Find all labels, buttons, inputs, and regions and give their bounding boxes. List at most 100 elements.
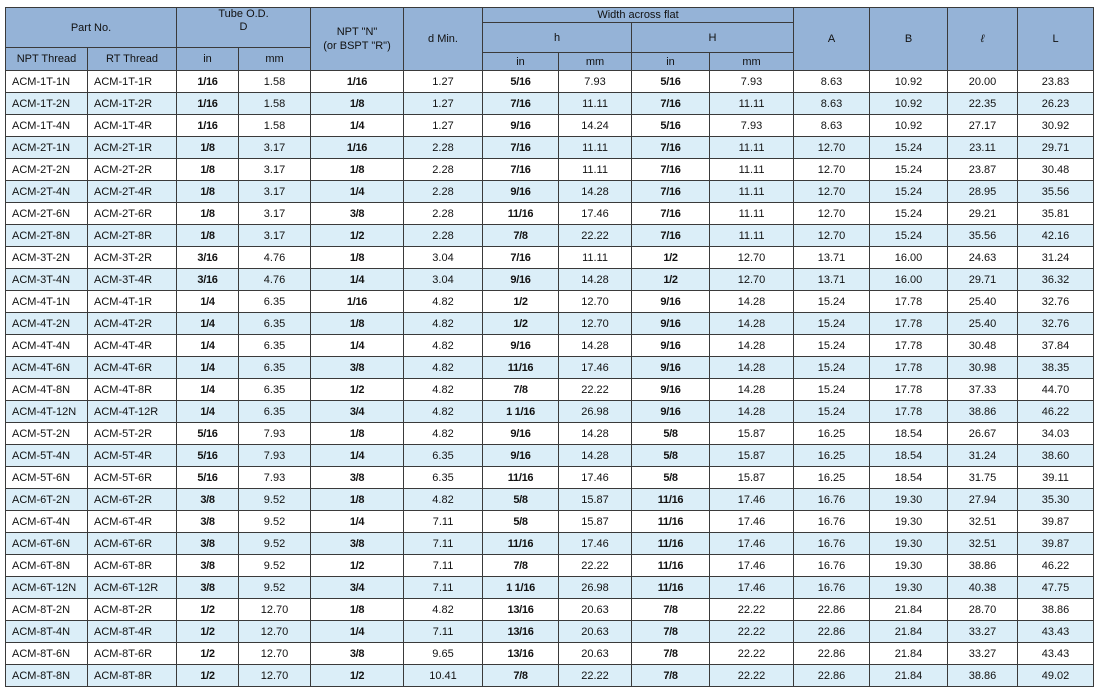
cell-npt_thread: ACM-5T-4N: [5, 444, 88, 467]
cell-npt_thread: ACM-2T-1N: [5, 136, 88, 159]
cell-A: 15.24: [793, 378, 871, 401]
cell-h_mm: 26.98: [558, 400, 633, 423]
cell-h_mm: 17.46: [558, 532, 633, 555]
cell-npt_n: 1/8: [310, 422, 405, 445]
cell-h_in: 7/16: [482, 246, 560, 269]
cell-A: 12.70: [793, 136, 871, 159]
cell-d_min: 4.82: [403, 598, 484, 621]
cell-tube_mm: 7.93: [238, 466, 312, 489]
cell-d_min: 4.82: [403, 422, 484, 445]
cell-H_in: 5/8: [631, 444, 711, 467]
cell-H_mm: 14.28: [709, 334, 795, 357]
cell-npt_thread: ACM-8T-8N: [5, 664, 88, 687]
header-a: A: [793, 7, 871, 71]
cell-B: 15.24: [869, 158, 949, 181]
cell-B: 17.78: [869, 400, 949, 423]
cell-B: 21.84: [869, 664, 949, 687]
cell-d_min: 4.82: [403, 312, 484, 335]
cell-L: 35.81: [1017, 202, 1095, 225]
cell-d_min: 7.11: [403, 554, 484, 577]
table-row: ACM-8T-6N ACM-8T-6R 1/2 12.70 3/8 9.65 13/16 20…: [5, 642, 1095, 665]
cell-npt_thread: ACM-2T-6N: [5, 202, 88, 225]
cell-npt_n: 1/2: [310, 664, 405, 687]
cell-h_mm: 17.46: [558, 466, 633, 489]
cell-tube_in: 1/8: [176, 136, 240, 159]
cell-tube_in: 1/8: [176, 180, 240, 203]
cell-tube_mm: 9.52: [238, 488, 312, 511]
cell-L: 44.70: [1017, 378, 1095, 401]
cell-tube_mm: 3.17: [238, 180, 312, 203]
cell-h_in: 9/16: [482, 268, 560, 291]
cell-ell: 25.40: [947, 290, 1019, 313]
cell-ell: 23.87: [947, 158, 1019, 181]
cell-d_min: 4.82: [403, 334, 484, 357]
cell-tube_in: 1/4: [176, 312, 240, 335]
cell-ell: 32.51: [947, 510, 1019, 533]
cell-H_in: 9/16: [631, 400, 711, 423]
cell-rt_thread: ACM-1T-2R: [86, 92, 178, 115]
cell-h_mm: 11.11: [558, 158, 633, 181]
cell-L: 37.84: [1017, 334, 1095, 357]
table-row: ACM-1T-1N ACM-1T-1R 1/16 1.58 1/16 1.27 5/16 7.…: [5, 70, 1095, 93]
cell-d_min: 3.04: [403, 268, 484, 291]
header-npt-n: NPT "N" (or BSPT "R"): [310, 7, 405, 71]
cell-ell: 30.48: [947, 334, 1019, 357]
cell-tube_in: 1/2: [176, 664, 240, 687]
cell-ell: 38.86: [947, 664, 1019, 687]
cell-h_in: 1/2: [482, 290, 560, 313]
table-row: ACM-2T-1N ACM-2T-1R 1/8 3.17 1/16 2.28 7/16 11.…: [5, 136, 1095, 159]
cell-npt_n: 1/8: [310, 488, 405, 511]
cell-A: 12.70: [793, 224, 871, 247]
header-h-large: H: [631, 22, 795, 53]
header-bspt-r-label: (or BSPT "R"): [323, 40, 391, 52]
cell-rt_thread: ACM-3T-4R: [86, 268, 178, 291]
cell-h_in: 7/16: [482, 92, 560, 115]
table-row: ACM-4T-6N ACM-4T-6R 1/4 6.35 3/8 4.82 11/16 17.…: [5, 356, 1095, 379]
cell-h_mm: 12.70: [558, 312, 633, 335]
header-b: B: [869, 7, 949, 71]
cell-h_mm: 15.87: [558, 488, 633, 511]
cell-A: 15.24: [793, 356, 871, 379]
cell-tube_in: 5/16: [176, 422, 240, 445]
cell-ell: 27.94: [947, 488, 1019, 511]
cell-B: 18.54: [869, 444, 949, 467]
cell-ell: 37.33: [947, 378, 1019, 401]
cell-rt_thread: ACM-2T-6R: [86, 202, 178, 225]
cell-npt_n: 1/8: [310, 246, 405, 269]
cell-B: 10.92: [869, 114, 949, 137]
cell-h_in: 13/16: [482, 620, 560, 643]
cell-ell: 28.95: [947, 180, 1019, 203]
table-row: ACM-4T-4N ACM-4T-4R 1/4 6.35 1/4 4.82 9/16 14.2…: [5, 334, 1095, 357]
cell-ell: 32.51: [947, 532, 1019, 555]
cell-npt_n: 3/8: [310, 466, 405, 489]
cell-L: 32.76: [1017, 290, 1095, 313]
header-rt-thread: RT Thread: [86, 47, 178, 71]
cell-npt_thread: ACM-6T-6N: [5, 532, 88, 555]
cell-h_in: 9/16: [482, 422, 560, 445]
cell-B: 19.30: [869, 532, 949, 555]
cell-L: 43.43: [1017, 620, 1095, 643]
cell-tube_mm: 4.76: [238, 246, 312, 269]
cell-h_in: 1/2: [482, 312, 560, 335]
cell-tube_in: 1/8: [176, 202, 240, 225]
cell-h_in: 9/16: [482, 444, 560, 467]
header-h-mm: mm: [558, 52, 633, 71]
cell-h_mm: 14.28: [558, 180, 633, 203]
cell-tube_mm: 7.93: [238, 422, 312, 445]
cell-H_in: 1/2: [631, 246, 711, 269]
cell-npt_n: 1/4: [310, 114, 405, 137]
cell-tube_mm: 9.52: [238, 554, 312, 577]
cell-H_mm: 11.11: [709, 202, 795, 225]
header-part-no: Part No.: [4, 7, 178, 48]
cell-A: 15.24: [793, 334, 871, 357]
cell-npt_n: 1/8: [310, 92, 405, 115]
cell-h_mm: 11.11: [558, 92, 633, 115]
cell-tube_in: 1/4: [176, 334, 240, 357]
cell-h_mm: 20.63: [558, 642, 633, 665]
cell-rt_thread: ACM-8T-8R: [86, 664, 178, 687]
cell-d_min: 2.28: [403, 224, 484, 247]
cell-L: 46.22: [1017, 554, 1095, 577]
cell-h_in: 5/8: [482, 510, 560, 533]
cell-A: 15.24: [793, 312, 871, 335]
cell-h_in: 7/8: [482, 664, 560, 687]
